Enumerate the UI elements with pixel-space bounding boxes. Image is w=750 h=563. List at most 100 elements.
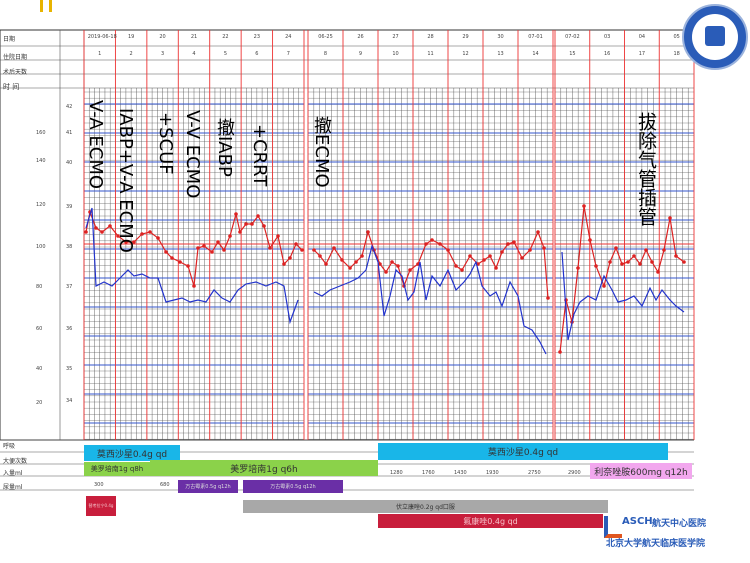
trace-point	[558, 350, 562, 354]
trace-line	[85, 209, 303, 287]
pulse-tick: 20	[36, 400, 43, 406]
trace-point	[360, 254, 364, 258]
trace-point	[536, 230, 540, 234]
trace-point	[348, 266, 352, 270]
temp-tick: 36	[66, 326, 73, 332]
trace-point	[674, 254, 678, 258]
date-cell: 28	[427, 34, 434, 40]
pulse-tick: 160	[36, 130, 46, 136]
annotation-crrt: +CRRT	[249, 124, 270, 187]
annotation-extubation: 拔除气管插管	[635, 112, 657, 226]
intake-value: 1430	[454, 470, 467, 476]
trace-point	[626, 260, 630, 264]
day-cell: 2	[129, 51, 133, 57]
intake-value: 1280	[390, 470, 403, 476]
temp-tick: 42	[66, 104, 73, 110]
temp-tick: 39	[66, 204, 73, 210]
trace-point	[238, 230, 242, 234]
trace-point	[244, 222, 248, 226]
trace-point	[424, 242, 428, 246]
date-cell: 22	[222, 34, 229, 40]
row-label-urine: 尿量ml	[3, 484, 23, 491]
date-cell: 29	[462, 34, 469, 40]
trace-point	[500, 250, 504, 254]
day-cell: 16	[603, 51, 611, 57]
trace-point	[608, 260, 612, 264]
trace-point	[662, 248, 666, 252]
day-cell: 13	[497, 51, 504, 57]
intake-value: 1760	[422, 470, 435, 476]
hospital-logo	[682, 4, 748, 70]
row-label-admission-day: 住院日期	[3, 54, 28, 61]
trace-point	[228, 234, 232, 238]
trace-line	[313, 243, 547, 355]
day-cell: 14	[532, 51, 539, 57]
trace-point	[542, 246, 546, 250]
trace-point	[454, 264, 458, 268]
trace-point	[216, 240, 220, 244]
trace-point	[210, 250, 214, 254]
date-cell: 21	[190, 34, 198, 40]
trace-point	[546, 296, 550, 300]
trace-point	[390, 260, 394, 264]
trace-point	[682, 260, 686, 264]
temp-tick: 35	[66, 366, 73, 372]
day-cell: 11	[427, 51, 434, 57]
date-cell: 06-25	[318, 34, 333, 40]
trace-point	[300, 248, 304, 252]
drug-bar-meropenem-main: 美罗培南1g q6h	[150, 460, 378, 476]
drug-bar-fluconazole: 氟康唑0.4g qd	[378, 514, 603, 528]
day-cell: 18	[673, 51, 680, 57]
trace-point	[222, 248, 226, 252]
drug-bar-moxifloxacin-1: 莫西沙星0.4g qd	[84, 445, 180, 461]
trace-point	[408, 268, 412, 272]
trace-point	[140, 232, 144, 236]
trace-point	[116, 234, 120, 238]
footer-logo: ASCH 航天中心医院 北京大学航天临床医学院	[604, 514, 750, 558]
row-label-intake: 入量ml	[3, 470, 23, 477]
trace-point	[108, 224, 112, 228]
trace-point	[366, 230, 370, 234]
temp-tick: 37	[66, 284, 73, 290]
trace-point	[520, 256, 524, 260]
day-cell: 17	[638, 51, 646, 57]
trace-point	[94, 226, 98, 230]
drug-bar-vancomycin-2: 万古霉素0.5g q12h	[243, 480, 343, 493]
trace-point	[196, 246, 200, 250]
trace-point	[602, 284, 606, 288]
trace-point	[512, 240, 516, 244]
row-label-postop-day: 术后天数	[3, 69, 28, 76]
annotation-va-ecmo: V-A ECMO	[85, 100, 106, 190]
trace-point	[340, 258, 344, 262]
trace-point	[528, 248, 532, 252]
day-cell: 8	[323, 51, 328, 57]
trace-point	[288, 256, 292, 260]
annotation-remove-ecmo: 撤ECMO	[311, 116, 332, 188]
trace-point	[446, 248, 450, 252]
trace-point	[148, 230, 152, 234]
row-label-respiration: 呼吸	[3, 443, 16, 450]
row-label-time: 时 间	[3, 83, 20, 91]
trace-point	[594, 264, 598, 268]
trace-point	[186, 264, 190, 268]
intake-value: 1930	[486, 470, 499, 476]
trace-point	[332, 246, 336, 250]
trace-point	[178, 260, 182, 264]
trace-line	[561, 251, 685, 341]
trace-point	[488, 254, 492, 258]
day-cell: 5	[223, 51, 228, 57]
intake-value: 2750	[528, 470, 541, 476]
date-cell: 20	[159, 34, 166, 40]
trace-point	[282, 262, 286, 266]
trace-point	[294, 242, 298, 246]
trace-point	[262, 224, 266, 228]
date-cell: 26	[357, 34, 364, 40]
day-cell: 6	[255, 51, 259, 57]
trace-point	[170, 256, 174, 260]
pulse-tick: 80	[36, 284, 43, 290]
trace-point	[644, 248, 648, 252]
row-label-stool: 大便次数	[3, 458, 28, 465]
day-cell: 15	[569, 51, 576, 57]
temp-tick: 41	[66, 130, 73, 136]
trace-point	[312, 248, 316, 252]
